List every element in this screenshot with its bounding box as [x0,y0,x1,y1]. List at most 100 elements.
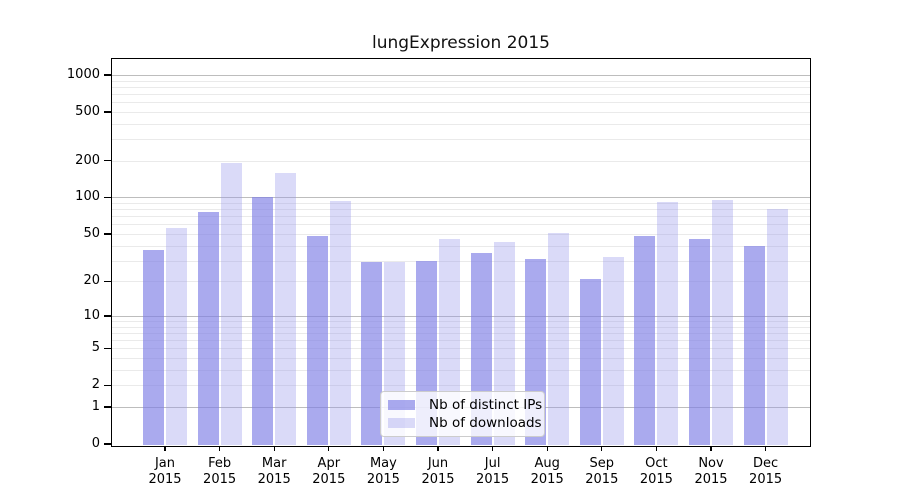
y-axis-tick-label: 5 [91,340,100,356]
bar-mar-distinct-ips [252,197,274,445]
x-axis-tick-label-may: May 2015 [366,456,400,487]
gridline-minor [112,139,810,141]
y-axis-tick-label: 500 [75,103,100,119]
y-axis-tick-mark [104,347,111,349]
legend-label-distinct-ips: Nb of distinct IPs [429,397,543,413]
bar-dec-downloads [766,209,788,445]
gridline-minor [112,224,810,226]
x-axis-tick-mark [601,446,603,451]
y-axis-tick-mark [104,406,111,408]
y-axis-tick-label: 50 [83,225,100,241]
plot-area [111,58,811,447]
bar-apr-downloads [329,201,351,445]
gridline-minor [112,233,810,235]
gridline-minor [112,160,810,162]
bar-oct-downloads [657,202,679,445]
y-axis-tick-label: 10 [83,307,100,323]
y-axis-tick-mark [104,443,111,445]
gridline-minor [112,93,810,95]
y-axis-tick-mark [104,160,111,162]
y-axis-tick-mark [104,315,111,317]
gridline-minor [112,326,810,328]
y-axis-tick-label: 20 [83,273,100,289]
x-axis-tick-label-jan: Jan 2015 [148,456,182,487]
gridline-minor [112,348,810,350]
x-axis-tick-label-dec: Dec 2015 [749,456,783,487]
x-axis-tick-mark [655,446,658,451]
gridline-minor [112,385,810,387]
x-axis-tick-mark [710,446,712,451]
y-axis-tick-label: 2 [91,377,100,393]
gridline-major [112,315,810,317]
x-axis-tick-label-nov: Nov 2015 [694,456,728,487]
bar-nov-distinct-ips [689,239,710,445]
bar-mar-downloads [275,172,297,445]
gridline-minor [112,111,810,113]
x-axis-tick-label-sep: Sep 2015 [585,456,619,487]
bar-feb-distinct-ips [197,211,219,445]
gridline-minor [112,281,810,283]
gridline-minor [112,86,810,88]
x-axis-tick-mark [491,446,494,451]
bar-nov-downloads [712,199,733,445]
y-axis-tick-label: 100 [75,189,100,205]
x-axis-tick-mark [437,446,439,451]
bar-sep-distinct-ips [579,278,601,445]
gridline-minor [112,358,810,360]
x-axis-tick-label-jun: Jun 2015 [421,456,455,487]
gridline-major [112,74,810,76]
x-axis-tick-label-apr: Apr 2015 [312,456,346,487]
legend-swatch-distinct-ips [388,400,415,410]
bar-aug-downloads [548,232,570,445]
x-axis-tick-label-aug: Aug 2015 [530,456,564,487]
legend-item-downloads: Nb of downloads [381,414,544,432]
y-axis-tick-label: 1 [91,398,100,414]
y-axis-tick-mark [104,233,111,235]
x-axis-tick-label-feb: Feb 2015 [203,456,237,487]
x-axis-tick-mark [382,446,385,451]
gridline-minor [112,123,810,125]
gridline-minor [112,332,810,334]
x-axis-tick-label-oct: Oct 2015 [639,456,673,487]
bar-may-distinct-ips [361,262,383,445]
y-axis-tick-mark [104,196,111,199]
y-axis-tick-mark [104,74,111,76]
y-axis-tick-mark [104,111,111,113]
x-axis-tick-mark [546,446,548,451]
gridline-major [112,197,810,199]
gridline-minor [112,369,810,371]
gridline-minor [112,102,810,104]
bar-jan-downloads [166,228,187,445]
legend-swatch-downloads [388,418,415,428]
legend-label-downloads: Nb of downloads [429,415,542,431]
bar-dec-distinct-ips [743,245,765,445]
x-axis-tick-mark [328,446,330,451]
y-axis-tick-label: 1000 [66,66,100,82]
bar-sep-downloads [602,257,624,445]
gridline-minor [112,321,810,322]
x-axis-tick-label-jul: Jul 2015 [476,456,510,487]
x-axis-tick-mark [764,446,767,451]
bar-feb-downloads [220,163,242,445]
x-axis-tick-mark [273,446,275,451]
gridline-minor [112,340,810,342]
y-axis-tick-label: 200 [75,152,100,168]
legend-item-distinct-ips: Nb of distinct IPs [381,396,544,414]
gridline-minor [112,260,810,262]
y-axis-tick-mark [104,280,111,283]
x-axis-tick-mark [164,446,166,451]
legend: Nb of distinct IPs Nb of downloads [380,391,545,437]
bar-apr-distinct-ips [306,236,328,445]
bar-jan-distinct-ips [143,249,164,445]
y-axis-tick-label: 0 [91,436,100,451]
gridline-minor [112,203,810,205]
gridline-minor [112,245,810,247]
bar-oct-distinct-ips [634,236,656,445]
gridline-minor [112,80,810,82]
y-axis-tick-mark [104,384,111,386]
chart-title: lungExpression 2015 [371,33,550,53]
x-axis-tick-label-mar: Mar 2015 [257,456,291,487]
gridline-minor [112,209,810,211]
x-axis-tick-mark [218,446,221,451]
